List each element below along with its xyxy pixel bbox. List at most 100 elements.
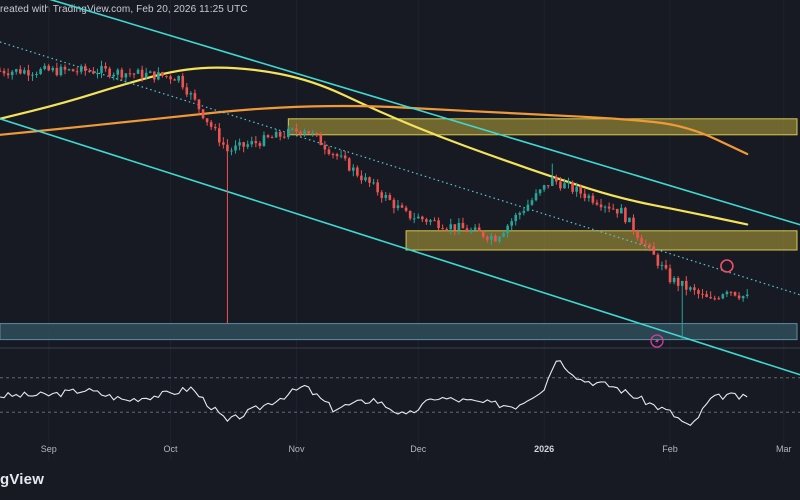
candle-body	[595, 202, 599, 205]
candle	[201, 108, 205, 120]
candle-body	[51, 68, 55, 71]
candle-body	[47, 65, 51, 71]
candle-body	[380, 192, 384, 198]
candle	[23, 67, 26, 75]
candle	[319, 132, 323, 146]
candle	[303, 128, 306, 137]
candle-body	[116, 69, 120, 75]
candle-body	[339, 155, 343, 157]
candle-body	[230, 150, 233, 152]
candle	[502, 231, 505, 238]
candle-body	[494, 235, 497, 242]
candle-body	[607, 206, 611, 209]
candle-body	[347, 158, 351, 171]
zone-upper-resistance	[287, 118, 798, 136]
candle-body	[360, 175, 363, 181]
candle	[713, 295, 717, 301]
candle-body	[368, 177, 371, 183]
candle-body	[282, 136, 286, 138]
candle-body	[120, 69, 124, 78]
candle	[193, 89, 197, 102]
candle	[132, 72, 136, 79]
candle	[161, 71, 164, 78]
candle	[599, 198, 603, 211]
candle	[197, 99, 201, 115]
candle-body	[733, 291, 737, 296]
candle-body	[238, 142, 241, 146]
channel-upper	[49, 0, 800, 226]
candle	[124, 72, 128, 84]
candle	[372, 178, 375, 185]
candle	[542, 184, 546, 192]
candle	[234, 140, 237, 154]
candle	[672, 276, 676, 285]
candle	[39, 67, 42, 75]
candle-body	[315, 132, 319, 135]
candle-body	[205, 118, 209, 123]
candle	[445, 227, 449, 232]
candle-body	[510, 221, 513, 226]
candle	[392, 197, 396, 214]
candle-body	[388, 195, 392, 200]
candle	[648, 242, 652, 252]
candle-body	[23, 70, 26, 74]
candle-body	[351, 167, 355, 171]
zone-lower-support	[0, 323, 798, 341]
candle	[246, 140, 250, 149]
time-axis: Sep Oct Nov Dec 2026 Feb Mar	[41, 444, 792, 454]
candle-body	[611, 208, 615, 210]
candle	[660, 261, 664, 271]
candle-body	[490, 235, 493, 240]
candle-body	[429, 220, 432, 222]
candle	[364, 173, 367, 182]
candle	[571, 180, 574, 195]
bolt-ring	[650, 334, 664, 348]
candle	[697, 288, 700, 299]
candle-body	[481, 231, 485, 237]
candle	[510, 218, 513, 231]
candle	[457, 218, 461, 235]
candle	[530, 197, 534, 206]
candle	[79, 64, 83, 75]
candle-body	[469, 229, 473, 233]
candle-body	[136, 69, 140, 74]
candle	[591, 193, 595, 205]
candle-body	[356, 167, 359, 176]
candle-body	[92, 71, 95, 74]
candle	[250, 136, 254, 148]
candle-body	[737, 295, 741, 299]
candle-body	[217, 128, 221, 143]
channel-lower	[0, 118, 800, 376]
candle	[583, 189, 587, 202]
candle	[481, 230, 485, 239]
candle	[0, 67, 2, 72]
candle-body	[161, 72, 164, 76]
candle-body	[67, 69, 71, 71]
candle-body	[157, 72, 160, 80]
candle-body	[571, 182, 574, 192]
candle	[737, 292, 741, 301]
candle-body	[538, 189, 542, 194]
candle	[6, 68, 10, 79]
candle	[213, 123, 217, 131]
candle	[416, 213, 420, 219]
candle-body	[132, 73, 136, 75]
candle-body	[473, 227, 477, 230]
candle-body	[55, 68, 59, 76]
bolt-glyph	[655, 337, 659, 345]
candle	[603, 205, 607, 213]
candle-body	[262, 135, 266, 146]
oscillator-pane	[0, 360, 800, 426]
candle-body	[31, 74, 34, 76]
candle	[729, 291, 733, 296]
candle	[518, 211, 522, 220]
candle	[550, 163, 554, 187]
candle	[270, 135, 274, 139]
candle	[490, 232, 493, 246]
candle-body	[35, 73, 38, 75]
candle-body	[530, 200, 534, 205]
candles	[0, 60, 749, 340]
candle	[433, 217, 436, 222]
candle-body	[335, 154, 339, 157]
